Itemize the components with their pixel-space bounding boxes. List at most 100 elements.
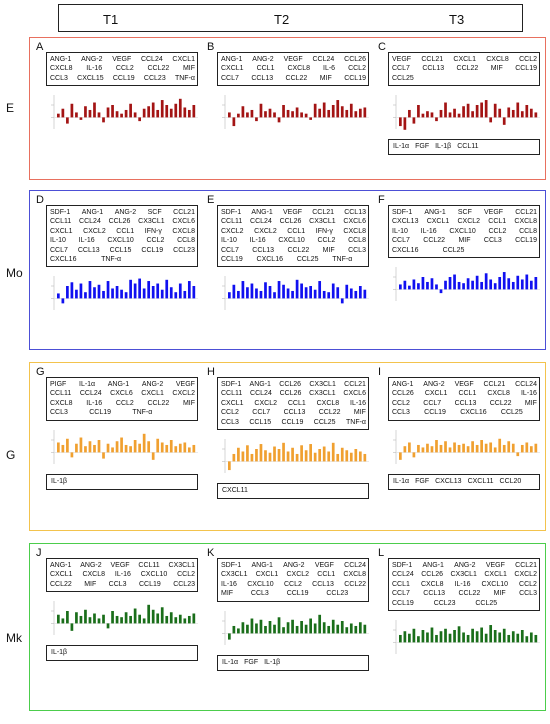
factor-label: ANG-2 <box>141 381 164 388</box>
bar <box>277 449 281 462</box>
factor-label: CXCL6 <box>343 390 366 398</box>
bar <box>156 110 160 118</box>
bar <box>277 117 281 123</box>
factor-label: CCL19 <box>221 256 243 264</box>
bar <box>93 287 96 299</box>
factor-label: CXCL11 <box>467 477 494 485</box>
factor-row: IL-10 IL-16 CXCL10 CCL2 CCL8 <box>50 236 195 245</box>
factor-label: CCL26 <box>392 390 414 398</box>
bar <box>255 623 258 633</box>
factor-label: CCL24 <box>344 562 366 569</box>
factor-label: CCL1 <box>392 580 410 588</box>
factor-label: CXCL6 <box>343 218 366 226</box>
bar <box>358 108 362 118</box>
bar <box>340 298 344 304</box>
factor-label: CCL19 <box>344 74 366 82</box>
factor-label: CX3CL1 <box>309 218 336 226</box>
bar <box>300 620 303 633</box>
factor-label: ANG-1 <box>50 562 72 569</box>
panel-l: L SDF-1 ANG-1 ANG-2 VEGF CCL21 CCL24 CCL26 CX3CL… <box>378 547 543 707</box>
factor-label: CCL7 <box>252 409 271 417</box>
bar <box>426 443 429 452</box>
bar <box>138 278 141 299</box>
bar <box>439 444 443 452</box>
bar <box>313 452 317 462</box>
factor-row: CCL11 CCL24 CCL26 CX3CL1 CXCL6 <box>221 217 366 226</box>
bar <box>273 292 276 299</box>
bar <box>192 286 196 299</box>
factor-label: IL-16 <box>249 237 266 245</box>
bar <box>408 442 411 452</box>
factor-row: ANG-1 ANG-2 VEGF CCL21 CCL24 <box>392 380 537 389</box>
factor-label: SDF-1 <box>221 209 242 216</box>
factor-row: CCL11 CCL24 CXCL6 CXCL1 CXCL2 <box>50 389 195 398</box>
factor-label: SCF <box>147 209 162 216</box>
panel-k: K SDF-1 ANG-1 ANG-2 VEGF CCL24 CX3CL1 CXCL1 CXCL… <box>207 547 372 707</box>
factor-label: TNF-α <box>101 256 122 264</box>
bar <box>439 631 443 643</box>
factor-label: CCL19 <box>515 237 537 245</box>
bar <box>183 618 187 624</box>
bar <box>525 274 529 290</box>
panel-letter: K <box>207 547 215 559</box>
group-g: G PIGF IL-1α ANG-1 ANG-2 VEGF CCL11 CCL24 CXCL6 C… <box>29 362 546 531</box>
bar <box>426 632 429 643</box>
bar <box>475 275 479 290</box>
bar <box>142 288 146 299</box>
panel-letter: E <box>207 194 215 206</box>
bar <box>273 624 276 633</box>
bar <box>322 446 326 462</box>
factor-label: CCL26 <box>279 218 302 226</box>
factor-label: CCL3 <box>348 246 366 254</box>
factor-label: IL-1β <box>51 649 68 657</box>
factor-label: VEGF <box>484 209 504 216</box>
factor-label: CCL1 <box>317 571 336 579</box>
bar <box>124 292 128 299</box>
bar <box>115 286 119 299</box>
factor-label: CCL13 <box>252 246 275 254</box>
factor-label: CCL7 <box>221 246 239 254</box>
factor-label: CCL19 <box>141 246 164 254</box>
bar <box>84 292 87 299</box>
factor-label: CCL15 <box>109 246 132 254</box>
factor-label: IL-1α <box>79 381 96 388</box>
bar <box>232 453 236 462</box>
timepoint-label-t2: T2 <box>274 12 290 27</box>
factor-label: MIF <box>182 399 195 407</box>
factor-row: CXCL1 CXCL2 CCL1 CXCL8 IL-16 <box>221 399 366 408</box>
bar <box>84 106 87 118</box>
bar <box>57 113 60 118</box>
bar <box>178 614 182 624</box>
bar <box>61 444 65 452</box>
factor-label: ANG-2 <box>114 209 137 216</box>
factor-label: CXCL10 <box>247 580 274 588</box>
bar <box>174 445 178 452</box>
factor-label: CCL2 <box>392 399 410 407</box>
factor-label: FGF <box>244 658 259 666</box>
bar <box>268 286 272 299</box>
factor-label: CXCL1 <box>453 56 476 63</box>
factor-row: CCL19 CCL23 CCL25 <box>392 599 537 608</box>
factor-label: CCL13 <box>422 65 445 73</box>
factor-label: CXCL2 <box>254 227 277 235</box>
factor-label: IL-16 <box>78 237 95 245</box>
bar <box>237 291 240 299</box>
bar <box>520 111 524 118</box>
bar <box>453 442 456 452</box>
factor-label: CCL22 <box>147 399 170 407</box>
bar <box>291 619 294 633</box>
factor-label: VEGF <box>314 562 334 569</box>
factor-label: TNF-α <box>345 418 366 426</box>
factor-label: CCL22 <box>147 65 170 73</box>
bar <box>228 461 231 471</box>
bar <box>489 117 493 123</box>
bar <box>484 273 488 290</box>
factor-label: IL-1α <box>222 658 239 666</box>
bar <box>507 634 511 643</box>
bar <box>426 111 429 118</box>
factor-label: CXCL8 <box>287 65 311 73</box>
factor-row: ANG-1 ANG-2 VEGF CCL24 CCL26 <box>221 55 366 64</box>
bar <box>534 443 538 452</box>
panel-letter: H <box>207 366 215 378</box>
factor-row: PIGF IL-1α ANG-1 ANG-2 VEGF <box>50 380 195 389</box>
